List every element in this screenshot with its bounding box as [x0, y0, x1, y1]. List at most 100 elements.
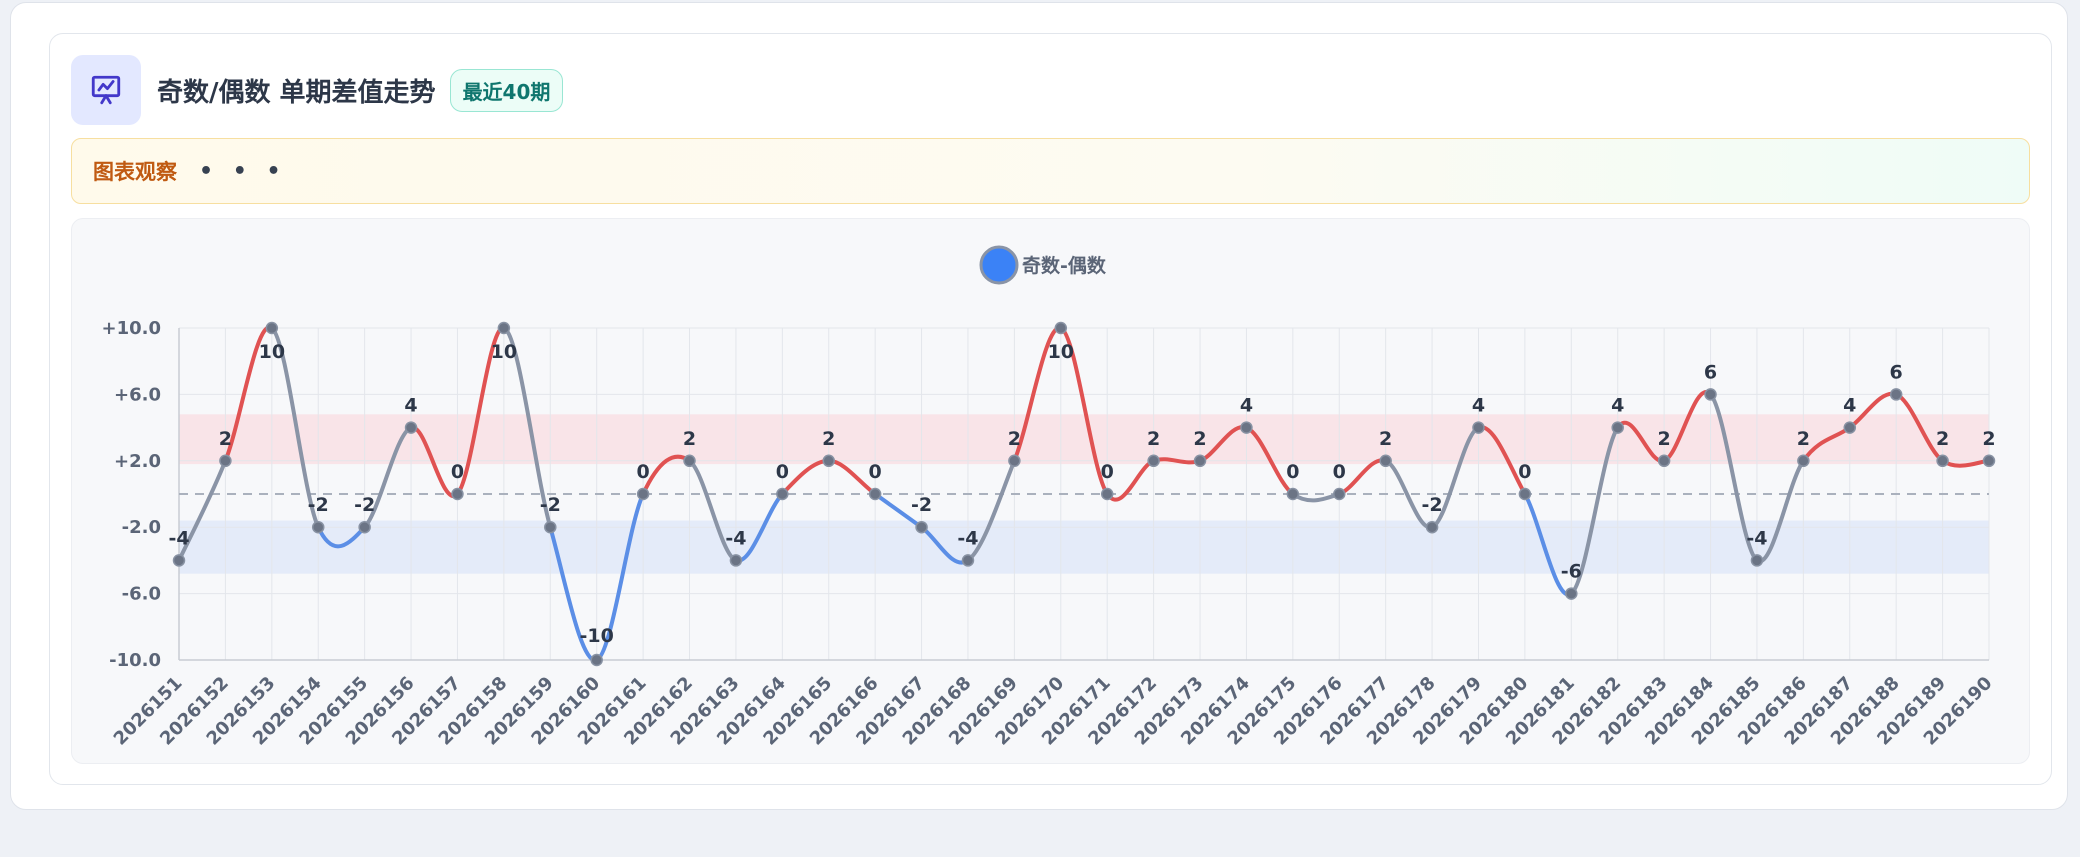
data-point — [1797, 454, 1810, 468]
y-tick-label: -2.0 — [122, 517, 161, 538]
series-line-segment — [177, 458, 228, 563]
data-point — [776, 487, 789, 501]
data-point — [822, 454, 835, 468]
data-label: -4 — [168, 527, 189, 549]
data-label: 0 — [869, 461, 882, 483]
data-point — [961, 554, 975, 567]
data-point — [590, 653, 603, 667]
y-tick-label: +10.0 — [102, 318, 162, 339]
data-label: -2 — [540, 494, 561, 516]
data-point — [683, 454, 696, 468]
data-label: 2 — [1008, 428, 1021, 450]
data-point — [1843, 421, 1857, 434]
data-point — [1889, 388, 1903, 401]
y-tick-label: +6.0 — [114, 384, 161, 405]
series-line-segment — [501, 326, 553, 530]
data-point — [1565, 587, 1578, 600]
data-label: -4 — [1746, 527, 1767, 549]
data-label: 2 — [822, 428, 835, 450]
data-label: -4 — [725, 527, 746, 549]
data-label: 2 — [1658, 428, 1671, 450]
series-line-segment — [1058, 326, 1110, 496]
data-point — [172, 554, 186, 567]
data-label: 0 — [636, 461, 649, 483]
data-label: 2 — [1982, 428, 1995, 450]
plot-area: +10.0 +6.0 +2.0 -2.0 -6.0 -10.0 2026151 2026152… — [71, 218, 2030, 764]
data-point — [358, 520, 371, 534]
data-point — [1054, 321, 1068, 335]
data-label: 10 — [1048, 341, 1074, 363]
page-container: 奇数/偶数 单期差值走势 最近40期 图表观察 • • • +10.0 +6.0 +… — [10, 2, 2068, 810]
data-point — [1425, 520, 1439, 534]
period-badge[interactable]: 最近40期 — [449, 68, 564, 112]
data-point — [497, 321, 511, 335]
y-tick-label: -10.0 — [109, 650, 161, 671]
data-label: -6 — [1561, 561, 1582, 583]
data-point — [1750, 554, 1764, 567]
data-label: 0 — [1333, 461, 1346, 483]
chart-card: 奇数/偶数 单期差值走势 最近40期 图表观察 • • • +10.0 +6.0 +… — [49, 33, 2052, 785]
y-tick-label: +2.0 — [114, 451, 161, 472]
data-point — [265, 321, 279, 335]
data-label: 0 — [1101, 461, 1114, 483]
data-point — [1472, 421, 1485, 434]
data-point — [404, 421, 418, 434]
series-line-segment — [1337, 458, 1388, 496]
presentation-chart-icon — [71, 55, 141, 125]
series-line-segment — [455, 325, 506, 496]
data-point — [1982, 454, 1996, 468]
data-point — [1240, 421, 1253, 434]
data-label: -10 — [580, 625, 614, 647]
observation-bar[interactable]: 图表观察 • • • — [71, 138, 2030, 204]
data-point — [1147, 454, 1160, 468]
legend-swatch — [979, 245, 1019, 285]
data-label: 4 — [1472, 395, 1485, 417]
data-label: 0 — [1518, 461, 1531, 483]
data-label: 6 — [1704, 361, 1717, 383]
y-tick-label: -6.0 — [122, 584, 161, 605]
card-header: 奇数/偶数 单期差值走势 最近40期 — [71, 55, 564, 125]
data-point — [219, 454, 232, 468]
data-point — [1611, 421, 1624, 434]
data-point — [1286, 487, 1300, 501]
series-line-segment — [780, 458, 831, 496]
data-label: 2 — [683, 428, 696, 450]
data-label: 2 — [1147, 428, 1160, 450]
data-label: 10 — [259, 341, 285, 363]
data-label: 2 — [1193, 428, 1206, 450]
data-label: -2 — [911, 494, 932, 516]
data-point — [1100, 487, 1114, 501]
series-line-segment — [362, 425, 414, 530]
observation-more-icon[interactable]: • • • — [199, 158, 287, 184]
data-point — [451, 487, 464, 501]
data-point — [1657, 454, 1671, 468]
data-point — [1333, 487, 1346, 501]
series-line-segment — [1708, 392, 1759, 563]
data-point — [915, 520, 928, 534]
data-label: 4 — [404, 395, 417, 417]
data-point — [868, 487, 882, 501]
data-label: 0 — [776, 461, 789, 483]
data-point — [1008, 454, 1021, 468]
data-label: 10 — [491, 341, 517, 363]
series-line-segment — [594, 492, 646, 662]
data-label: -4 — [957, 527, 978, 549]
series-line-segment — [1430, 425, 1481, 530]
line-chart: +10.0+6.0+2.0-2.0-6.0-10.020261512026152… — [102, 245, 1997, 750]
observation-label: 图表观察 — [93, 160, 177, 184]
data-label: -2 — [1422, 494, 1443, 516]
data-point — [544, 520, 557, 534]
chart-title: 奇数/偶数 单期差值走势 — [157, 77, 436, 108]
data-point — [729, 554, 743, 567]
data-point — [1704, 388, 1717, 401]
data-label: 6 — [1890, 361, 1903, 383]
data-label: 2 — [1936, 428, 1949, 450]
data-label: 4 — [1843, 395, 1856, 417]
data-point — [1193, 454, 1207, 468]
series-line-segment — [269, 326, 321, 530]
band-positive — [179, 414, 1989, 465]
data-label: 0 — [451, 461, 464, 483]
data-point — [1936, 454, 1949, 468]
data-point — [1379, 454, 1392, 468]
data-point — [1518, 487, 1532, 501]
